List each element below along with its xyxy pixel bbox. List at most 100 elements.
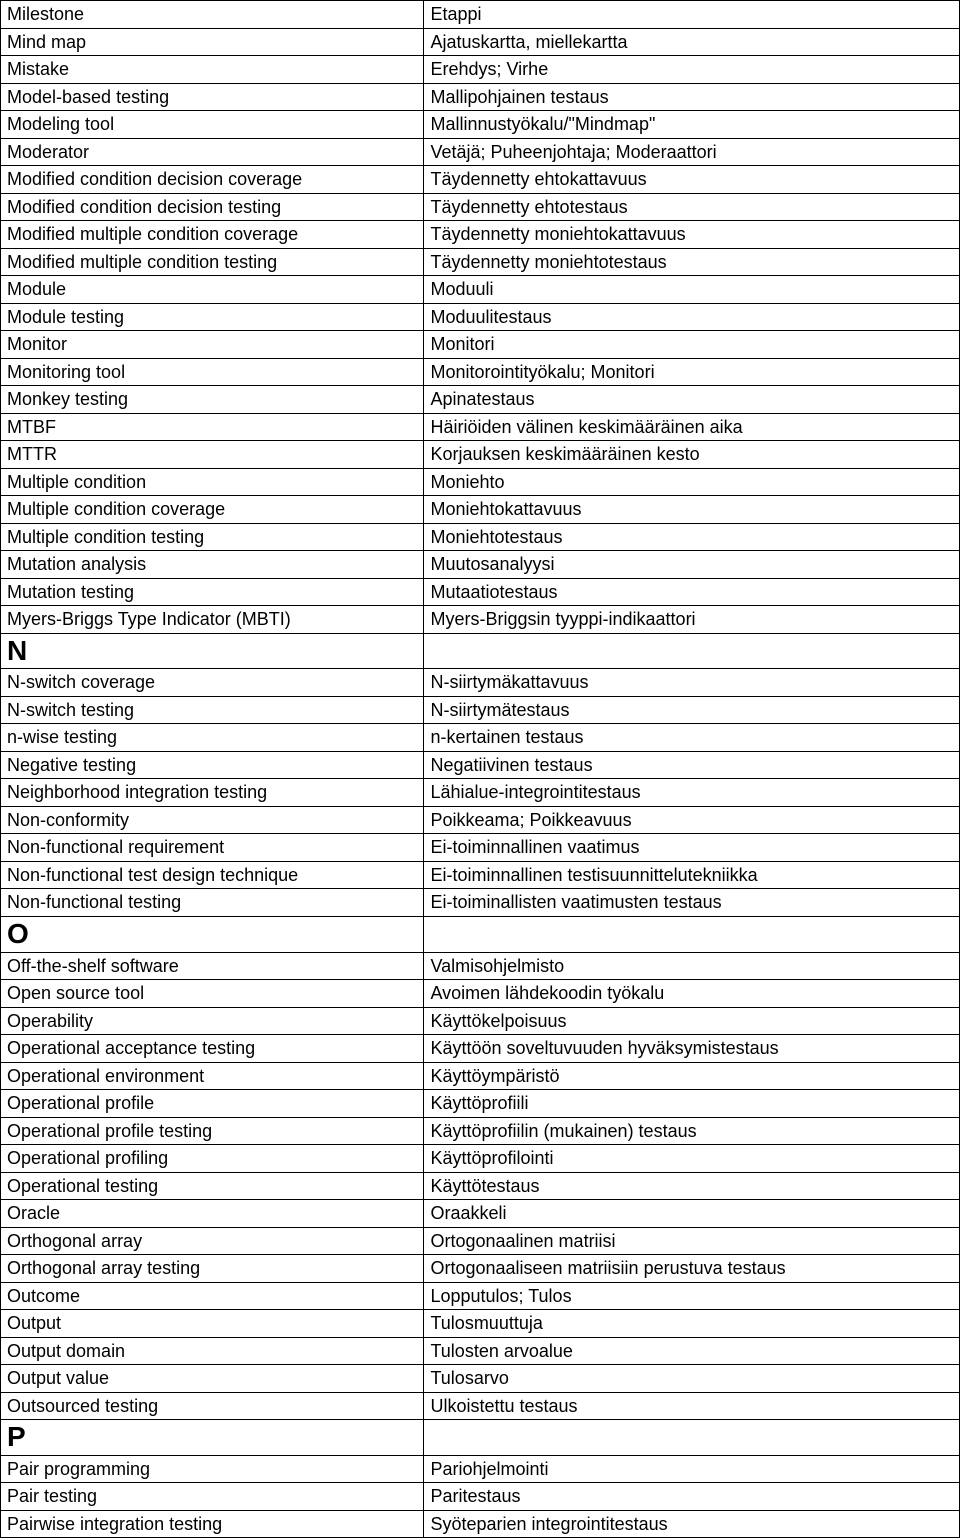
term-en: Operational acceptance testing xyxy=(1,1035,424,1063)
table-row: P xyxy=(1,1420,960,1456)
term-en: Operational testing xyxy=(1,1172,424,1200)
term-fi: Tulosten arvoalue xyxy=(424,1337,960,1365)
term-en: N-switch testing xyxy=(1,696,424,724)
section-empty-cell xyxy=(424,916,960,952)
term-fi: N-siirtymäkattavuus xyxy=(424,669,960,697)
term-en: Operational profiling xyxy=(1,1145,424,1173)
term-fi: Täydennetty ehtotestaus xyxy=(424,193,960,221)
table-row: Non-functional requirementEi-toiminnalli… xyxy=(1,834,960,862)
term-en: Multiple condition coverage xyxy=(1,496,424,524)
term-en: Myers-Briggs Type Indicator (MBTI) xyxy=(1,606,424,634)
term-fi: Käyttöprofiili xyxy=(424,1090,960,1118)
table-row: Operational profilingKäyttöprofilointi xyxy=(1,1145,960,1173)
term-en: Mutation testing xyxy=(1,578,424,606)
term-fi: Valmisohjelmisto xyxy=(424,952,960,980)
term-fi: Ortogonaalinen matriisi xyxy=(424,1227,960,1255)
table-row: Output domainTulosten arvoalue xyxy=(1,1337,960,1365)
table-row: Pairwise integration testingSyöteparien … xyxy=(1,1510,960,1538)
term-en: Monkey testing xyxy=(1,386,424,414)
term-fi: Käyttötestaus xyxy=(424,1172,960,1200)
term-fi: Avoimen lähdekoodin työkalu xyxy=(424,980,960,1008)
section-letter-cell: O xyxy=(1,916,424,952)
term-fi: Ortogonaaliseen matriisiin perustuva tes… xyxy=(424,1255,960,1283)
term-en: Negative testing xyxy=(1,751,424,779)
table-row: Modified multiple condition testingTäyde… xyxy=(1,248,960,276)
table-row: Neighborhood integration testingLähialue… xyxy=(1,779,960,807)
table-row: OutcomeLopputulos; Tulos xyxy=(1,1282,960,1310)
table-row: Operational environmentKäyttöympäristö xyxy=(1,1062,960,1090)
table-row: MonitorMonitori xyxy=(1,331,960,359)
term-en: Non-functional testing xyxy=(1,889,424,917)
term-en: Modified condition decision testing xyxy=(1,193,424,221)
term-en: Modeling tool xyxy=(1,111,424,139)
term-en: Output xyxy=(1,1310,424,1338)
term-en: Model-based testing xyxy=(1,83,424,111)
table-row: Off-the-shelf softwareValmisohjelmisto xyxy=(1,952,960,980)
term-fi: Mallipohjainen testaus xyxy=(424,83,960,111)
table-row: N xyxy=(1,633,960,669)
term-fi: Moduulitestaus xyxy=(424,303,960,331)
table-row: Pair testingParitestaus xyxy=(1,1483,960,1511)
term-fi: Mallinnustyökalu/"Mindmap" xyxy=(424,111,960,139)
term-fi: Erehdys; Virhe xyxy=(424,56,960,84)
table-row: Myers-Briggs Type Indicator (MBTI)Myers-… xyxy=(1,606,960,634)
term-en: Outcome xyxy=(1,1282,424,1310)
table-row: OutputTulosmuuttuja xyxy=(1,1310,960,1338)
term-fi: Pariohjelmointi xyxy=(424,1455,960,1483)
table-row: Model-based testingMallipohjainen testau… xyxy=(1,83,960,111)
table-row: Mutation analysisMuutosanalyysi xyxy=(1,551,960,579)
section-empty-cell xyxy=(424,1420,960,1456)
term-en: Module xyxy=(1,276,424,304)
term-fi: Moniehto xyxy=(424,468,960,496)
term-fi: Ei-toiminnallinen vaatimus xyxy=(424,834,960,862)
term-fi: Mutaatiotestaus xyxy=(424,578,960,606)
table-row: Outsourced testingUlkoistettu testaus xyxy=(1,1392,960,1420)
term-fi: Monitori xyxy=(424,331,960,359)
term-en: Monitor xyxy=(1,331,424,359)
term-fi: Moniehtotestaus xyxy=(424,523,960,551)
term-fi: N-siirtymätestaus xyxy=(424,696,960,724)
table-row: Modified multiple condition coverageTäyd… xyxy=(1,221,960,249)
term-fi: Syöteparien integrointitestaus xyxy=(424,1510,960,1538)
table-row: ModeratorVetäjä; Puheenjohtaja; Moderaat… xyxy=(1,138,960,166)
table-row: Monkey testingApinatestaus xyxy=(1,386,960,414)
term-en: Pair testing xyxy=(1,1483,424,1511)
term-en: Modified multiple condition coverage xyxy=(1,221,424,249)
table-row: MTBFHäiriöiden välinen keskimääräinen ai… xyxy=(1,413,960,441)
term-fi: Ei-toiminnallinen testisuunnitteluteknii… xyxy=(424,861,960,889)
term-en: Mutation analysis xyxy=(1,551,424,579)
table-row: ModuleModuuli xyxy=(1,276,960,304)
term-fi: Käyttöprofilointi xyxy=(424,1145,960,1173)
term-fi: Poikkeama; Poikkeavuus xyxy=(424,806,960,834)
term-fi: Käyttöympäristö xyxy=(424,1062,960,1090)
term-en: Operational environment xyxy=(1,1062,424,1090)
table-row: Output valueTulosarvo xyxy=(1,1365,960,1393)
term-en: Outsourced testing xyxy=(1,1392,424,1420)
section-letter-cell: N xyxy=(1,633,424,669)
table-row: Non-functional test design techniqueEi-t… xyxy=(1,861,960,889)
term-en: MTTR xyxy=(1,441,424,469)
term-fi: Korjauksen keskimääräinen kesto xyxy=(424,441,960,469)
term-fi: Monitorointityökalu; Monitori xyxy=(424,358,960,386)
table-row: Operational testingKäyttötestaus xyxy=(1,1172,960,1200)
term-fi: Tulosarvo xyxy=(424,1365,960,1393)
term-en: Open source tool xyxy=(1,980,424,1008)
term-fi: Täydennetty moniehtotestaus xyxy=(424,248,960,276)
table-row: MilestoneEtappi xyxy=(1,1,960,29)
term-en: Pair programming xyxy=(1,1455,424,1483)
term-fi: Myers-Briggsin tyyppi-indikaattori xyxy=(424,606,960,634)
term-en: Output value xyxy=(1,1365,424,1393)
term-en: Operational profile xyxy=(1,1090,424,1118)
table-row: Orthogonal arrayOrtogonaalinen matriisi xyxy=(1,1227,960,1255)
term-en: Non-functional test design technique xyxy=(1,861,424,889)
term-fi: Muutosanalyysi xyxy=(424,551,960,579)
term-fi: Käyttöön soveltuvuuden hyväksymistestaus xyxy=(424,1035,960,1063)
table-row: Module testingModuulitestaus xyxy=(1,303,960,331)
table-row: Modeling toolMallinnustyökalu/"Mindmap" xyxy=(1,111,960,139)
term-fi: Lopputulos; Tulos xyxy=(424,1282,960,1310)
table-row: Operational acceptance testingKäyttöön s… xyxy=(1,1035,960,1063)
table-row: Non-conformityPoikkeama; Poikkeavuus xyxy=(1,806,960,834)
term-en: Modified multiple condition testing xyxy=(1,248,424,276)
glossary-table: MilestoneEtappiMind mapAjatuskartta, mie… xyxy=(0,0,960,1538)
term-fi: Tulosmuuttuja xyxy=(424,1310,960,1338)
